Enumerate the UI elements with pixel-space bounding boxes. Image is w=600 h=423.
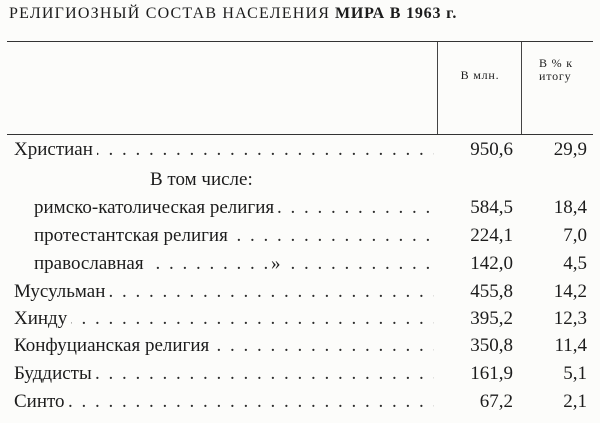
table-row: . . . . . . . . . . . . . . . . . . . . … (0, 250, 600, 278)
header-col-pct-line2: итогу (539, 69, 572, 83)
table-row-subheading: В том числе: (0, 166, 600, 194)
value-pct: 2,1 (563, 391, 587, 412)
row-label-cell: В том числе: (150, 166, 570, 194)
row-label-cell: . . . . . . . . . . . . . . . . . . . . … (34, 222, 434, 250)
row-label: Буддисты (14, 363, 96, 384)
table-row: . . . . . . . . . . . . . . . . . . . . … (0, 194, 600, 222)
table-row: . . . . . . . . . . . . . . . . . . . . … (0, 222, 600, 250)
value-mln: 350,8 (470, 335, 513, 356)
row-label-cell: . . . . . . . . . . . . . . . . . . . . … (14, 136, 434, 164)
value-pct: 18,4 (553, 197, 587, 218)
row-label-cell: . . . . . . . . . . . . . . . . . . . . … (34, 250, 434, 278)
table-row: . . . . . . . . . . . . . . . . . . . . … (0, 278, 600, 306)
value-mln: 950,6 (470, 139, 513, 160)
row-label: Христиан (14, 139, 97, 160)
header-col-pct-line1: В % к (539, 56, 573, 70)
value-pct: 14,2 (553, 281, 587, 302)
row-label: Мусульман (14, 281, 110, 302)
value-pct: 11,4 (554, 335, 587, 356)
ditto-mark: » (268, 250, 284, 278)
value-mln: 161,9 (470, 363, 513, 384)
value-pct: 5,1 (563, 363, 587, 384)
table-row: . . . . . . . . . . . . . . . . . . . . … (0, 388, 600, 416)
value-pct: 12,3 (553, 308, 587, 329)
row-label-cell: . . . . . . . . . . . . . . . . . . . . … (14, 305, 434, 333)
value-mln: 395,2 (470, 308, 513, 329)
row-label: Хинду (14, 308, 72, 329)
leader-dots: . . . . . . . . . . . . . . . . . . . . … (14, 139, 434, 160)
row-label: православная (34, 253, 148, 274)
title-light-part: РЕЛИГИОЗНЫЙ СОСТАВ НАСЕЛЕНИЯ (9, 5, 331, 22)
row-label-cell: . . . . . . . . . . . . . . . . . . . . … (14, 332, 434, 360)
value-mln: 142,0 (470, 253, 513, 274)
row-label: римско-католическая религия (34, 197, 279, 218)
row-label: В том числе: (150, 169, 257, 190)
row-label-cell: . . . . . . . . . . . . . . . . . . . . … (14, 388, 434, 416)
row-label: Конфуцианская религия (14, 335, 214, 356)
column-divider-left (437, 42, 438, 134)
row-label: протестантская религия (34, 225, 232, 246)
table-row: . . . . . . . . . . . . . . . . . . . . … (0, 305, 600, 333)
table-row: . . . . . . . . . . . . . . . . . . . . … (0, 360, 600, 388)
table-row: . . . . . . . . . . . . . . . . . . . . … (0, 332, 600, 360)
table-row: . . . . . . . . . . . . . . . . . . . . … (0, 136, 600, 164)
row-label-cell: . . . . . . . . . . . . . . . . . . . . … (14, 278, 434, 306)
top-rule (7, 41, 593, 42)
header-col-mln: В млн. (460, 68, 500, 82)
value-mln: 67,2 (479, 391, 513, 412)
value-pct: 4,5 (563, 253, 587, 274)
table-title: РЕЛИГИОЗНЫЙ СОСТАВ НАСЕЛЕНИЯ МИРА В 1963… (9, 5, 595, 23)
leader-dots: . . . . . . . . . . . . . . . . . . . . … (14, 308, 434, 329)
row-label-cell: . . . . . . . . . . . . . . . . . . . . … (14, 360, 434, 388)
row-label-cell: . . . . . . . . . . . . . . . . . . . . … (34, 194, 434, 222)
leader-dots: . . . . . . . . . . . . . . . . . . . . … (14, 391, 434, 412)
header-col-pct: В % к итогу (525, 57, 600, 83)
leader-dots: . . . . . . . . . . . . . . . . . . . . … (14, 281, 434, 302)
leader-dots: . . . . . . . . . . . . . . . . . . . . … (14, 363, 434, 384)
title-bold-part: МИРА В 1963 г. (334, 5, 458, 22)
value-mln: 455,8 (470, 281, 513, 302)
value-mln: 224,1 (470, 225, 513, 246)
value-mln: 584,5 (470, 197, 513, 218)
header-bottom-rule (7, 134, 593, 135)
row-label: Синто (14, 391, 69, 412)
column-divider-right (521, 42, 522, 134)
value-pct: 29,9 (553, 139, 587, 160)
value-pct: 7,0 (563, 225, 587, 246)
